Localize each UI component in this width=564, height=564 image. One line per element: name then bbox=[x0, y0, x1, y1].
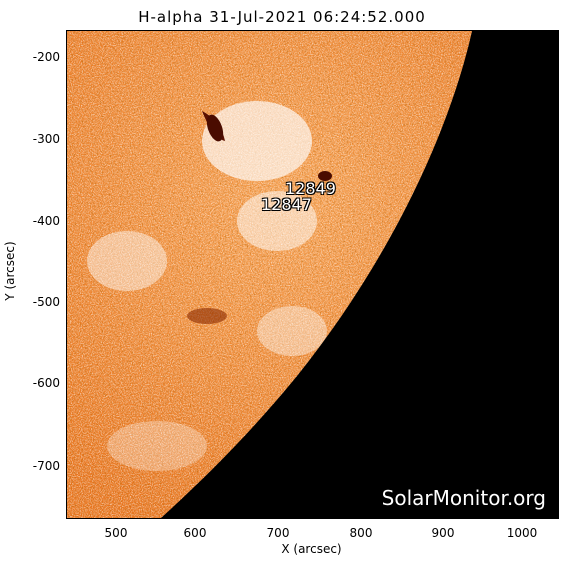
x-tick-label: 700 bbox=[266, 526, 290, 540]
x-axis-label: X (arcsec) bbox=[281, 542, 342, 556]
image-title: H-alpha 31-Jul-2021 06:24:52.000 bbox=[138, 8, 426, 26]
y-tick-label: -600 bbox=[32, 376, 60, 390]
y-tick-label: -700 bbox=[32, 459, 60, 473]
x-tick-label: 600 bbox=[183, 526, 207, 540]
watermark: SolarMonitor.org bbox=[381, 486, 546, 510]
x-tick-label: 500 bbox=[104, 526, 128, 540]
x-tick-label: 900 bbox=[431, 526, 455, 540]
solar-disk-svg bbox=[67, 31, 558, 518]
y-axis-label: Y (arcsec) bbox=[3, 241, 17, 301]
y-tick-label: -200 bbox=[32, 50, 60, 64]
y-tick-label: -300 bbox=[32, 132, 60, 146]
x-tick-label: 1000 bbox=[506, 526, 538, 540]
active-region-label: 12849 bbox=[285, 179, 336, 198]
y-tick-label: -400 bbox=[32, 214, 60, 228]
active-region-label: 12847 bbox=[261, 195, 312, 214]
x-tick-label: 800 bbox=[349, 526, 373, 540]
y-tick-label: -500 bbox=[32, 295, 60, 309]
solar-image: 12849 12847 SolarMonitor.org bbox=[66, 30, 559, 519]
